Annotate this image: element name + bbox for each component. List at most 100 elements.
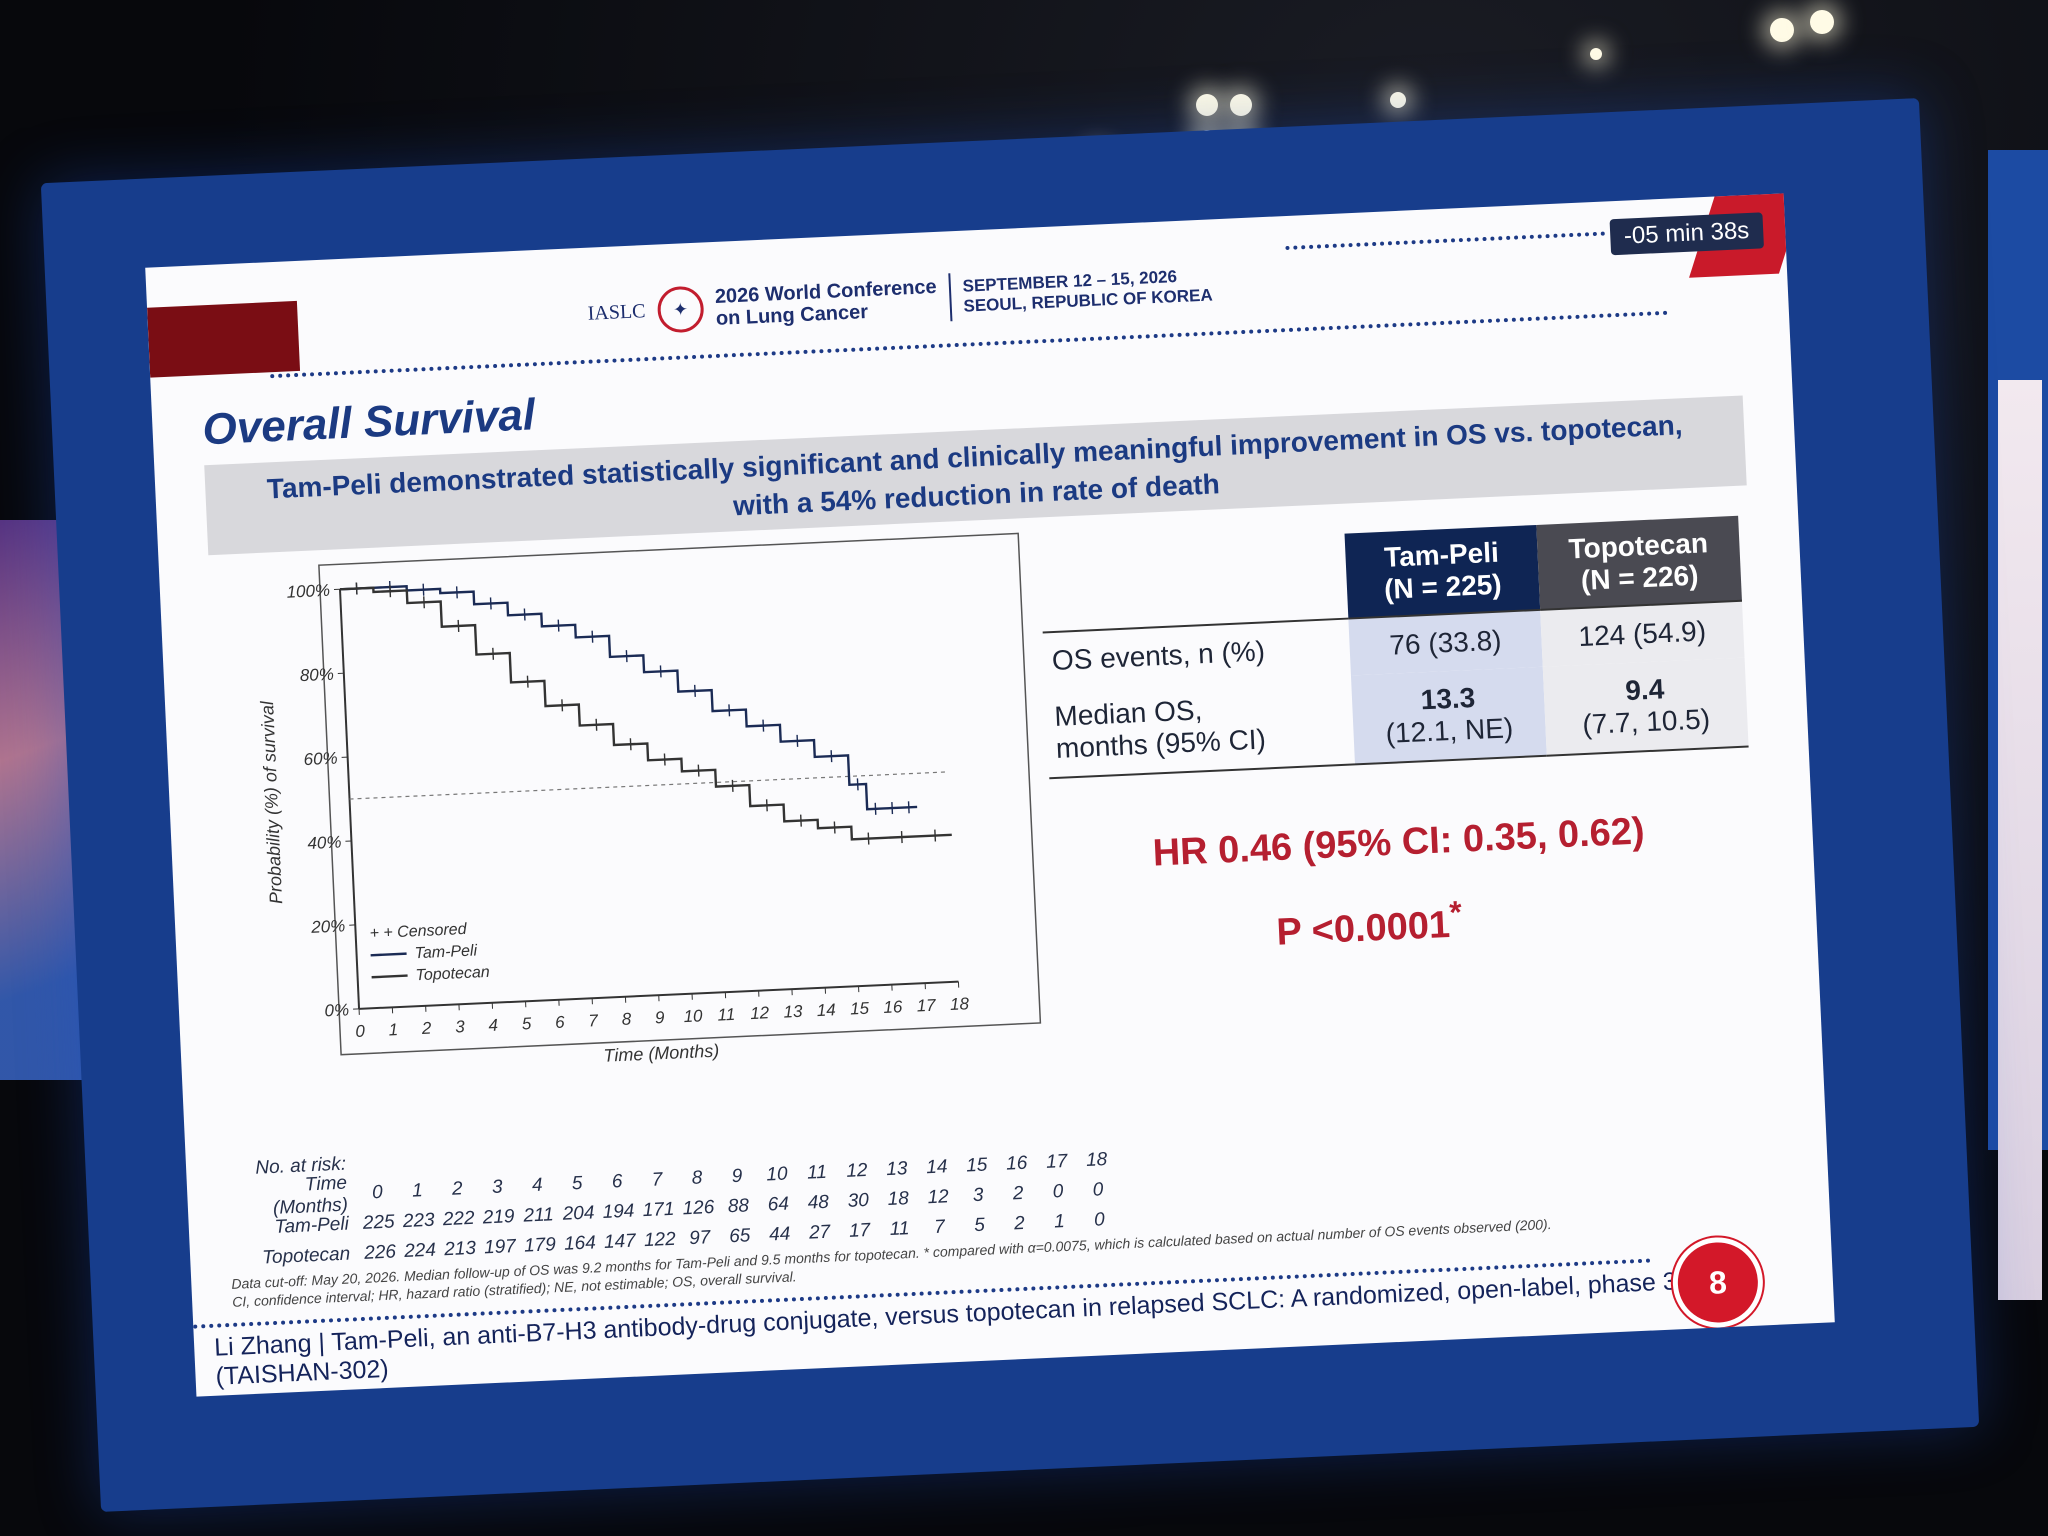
x-tick-label: 4 xyxy=(488,1016,498,1035)
p-value: P <0.0001* xyxy=(1275,893,1463,954)
risk-count-cell: 44 xyxy=(768,1223,791,1246)
x-tick-label: 2 xyxy=(421,1019,433,1038)
header-divider xyxy=(948,273,953,322)
censor-mark xyxy=(423,596,425,609)
censor-mark xyxy=(561,699,564,712)
y-tick-label: 40% xyxy=(307,832,342,853)
stage-light xyxy=(1230,94,1252,116)
risk-count-cell: 30 xyxy=(847,1189,870,1212)
risk-time-cell: 14 xyxy=(925,1156,948,1179)
censor-mark xyxy=(796,734,799,747)
risk-count-cell: 225 xyxy=(362,1211,396,1234)
censor-mark xyxy=(389,585,392,598)
censor-mark xyxy=(557,619,560,632)
legend-entry: Topotecan xyxy=(415,964,490,984)
censor-mark xyxy=(694,684,696,697)
chart-frame xyxy=(318,532,1042,1056)
stage-light xyxy=(1196,94,1218,116)
risk-time-cell: 15 xyxy=(965,1154,988,1177)
risk-count-cell: 219 xyxy=(482,1206,515,1229)
censor-mark xyxy=(591,630,594,643)
x-tick-label: 15 xyxy=(850,999,870,1019)
x-tick-label: 13 xyxy=(783,1002,803,1022)
risk-count-cell: 171 xyxy=(642,1198,675,1222)
os-summary-table: Tam-Peli (N = 225) Topotecan (N = 226) OS … xyxy=(1038,515,1749,780)
header-dotted-line-right xyxy=(1285,231,1606,251)
x-tick-label: 6 xyxy=(555,1013,566,1032)
legend-censored: + + Censored xyxy=(369,921,468,942)
censor-mark xyxy=(455,586,458,599)
censor-mark xyxy=(765,799,768,812)
risk-count-cell: 88 xyxy=(727,1195,750,1218)
cell-tam-peli: 76 (33.8) xyxy=(1348,609,1543,676)
risk-count-cell: 12 xyxy=(927,1186,950,1209)
y-axis-label: Probability (%) of survival xyxy=(257,700,286,905)
censor-mark xyxy=(728,704,731,717)
risk-count-cell: 11 xyxy=(889,1218,910,1240)
y-tick-label: 80% xyxy=(299,665,334,686)
risk-time-cell: 9 xyxy=(731,1165,743,1188)
series-line-topotecan xyxy=(339,586,952,841)
risk-time-cell: 8 xyxy=(691,1167,703,1189)
stage-light xyxy=(1810,10,1834,34)
risk-count-cell: 97 xyxy=(688,1227,711,1250)
censor-mark xyxy=(523,608,526,621)
risk-count-cell: 204 xyxy=(562,1202,595,1225)
side-screen-right xyxy=(1988,150,2048,1300)
cell-tam-peli: 13.3 (12.1, NE) xyxy=(1350,666,1547,765)
stage-light xyxy=(1770,18,1794,42)
risk-count-cell: 7 xyxy=(933,1216,946,1238)
cell-topotecan: 124 (54.9) xyxy=(1539,600,1745,667)
slide-title: Overall Survival xyxy=(201,390,537,455)
x-axis-label: Time (Months) xyxy=(603,1041,720,1066)
x-tick-label: 0 xyxy=(355,1022,366,1041)
header-artwork xyxy=(147,300,301,378)
risk-count-cell: 164 xyxy=(563,1232,597,1255)
censor-mark xyxy=(867,832,870,845)
table-corner xyxy=(1038,533,1349,633)
x-tick-label: 11 xyxy=(717,1005,735,1025)
censor-mark xyxy=(663,753,666,766)
conference-name: 2026 World Conference on Lung Cancer xyxy=(714,275,938,330)
legend-swatch xyxy=(370,952,407,957)
x-tick-label: 9 xyxy=(655,1008,666,1027)
censor-mark xyxy=(659,665,662,678)
y-tick-label: 0% xyxy=(324,1000,349,1020)
risk-count-cell: 222 xyxy=(442,1207,475,1231)
countdown-timer: -05 min 38s xyxy=(1609,212,1764,256)
censor-mark xyxy=(907,801,910,814)
risk-time-cell: 0 xyxy=(371,1181,384,1204)
risk-count-cell: 64 xyxy=(767,1193,790,1216)
col-header-tam-peli: Tam-Peli (N = 225) xyxy=(1344,524,1540,619)
presentation-slide: -05 min 38s IASLC ✦ 2026 World Conferenc… xyxy=(145,193,1835,1397)
legend-entry: Tam-Peli xyxy=(414,942,478,962)
x-tick-label: 8 xyxy=(621,1009,632,1028)
censor-mark xyxy=(934,829,937,842)
censor-mark xyxy=(874,802,877,815)
censor-mark xyxy=(492,647,495,660)
x-tick-label: 14 xyxy=(816,1000,836,1020)
risk-count-cell: 226 xyxy=(363,1241,397,1264)
censor-mark xyxy=(731,779,734,792)
censor-mark xyxy=(355,582,358,595)
risk-time-cell: 12 xyxy=(845,1159,868,1182)
censor-mark xyxy=(697,764,700,777)
risk-count-cell: 179 xyxy=(523,1234,557,1257)
risk-count-cell: 197 xyxy=(483,1235,517,1259)
censor-mark xyxy=(833,821,836,834)
censor-mark xyxy=(457,619,460,632)
risk-count-cell: 3 xyxy=(972,1184,984,1207)
series-line-tam-peli xyxy=(339,584,918,811)
x-tick-label: 17 xyxy=(916,996,936,1016)
y-tick-label: 60% xyxy=(303,749,338,770)
risk-time-cell: 6 xyxy=(611,1171,623,1193)
risk-count-cell: 126 xyxy=(682,1196,715,1220)
risk-count-cell: 0 xyxy=(1093,1209,1106,1231)
x-tick-label: 12 xyxy=(750,1003,770,1023)
x-tick-label: 1 xyxy=(388,1020,398,1039)
risk-count-cell: 0 xyxy=(1092,1179,1104,1201)
risk-time-cell: 3 xyxy=(491,1176,504,1198)
risk-count-cell: 1 xyxy=(1053,1211,1066,1233)
risk-time-cell: 17 xyxy=(1045,1150,1068,1173)
risk-count-cell: 213 xyxy=(443,1237,477,1261)
